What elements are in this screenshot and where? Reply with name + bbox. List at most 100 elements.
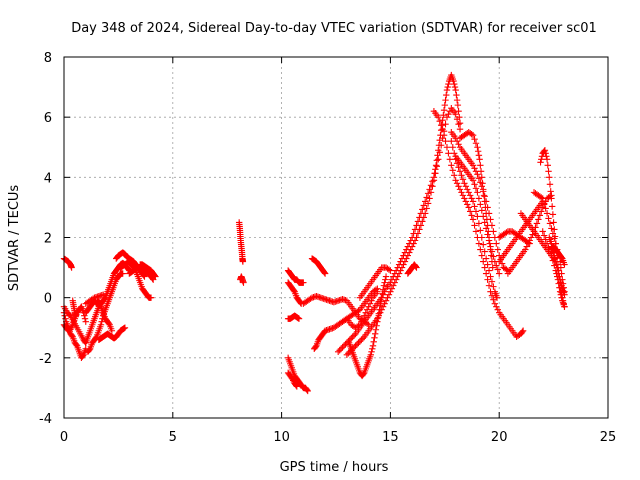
data-point xyxy=(553,261,560,268)
data-point xyxy=(538,194,545,201)
data-point xyxy=(480,186,487,193)
data-point xyxy=(433,157,441,164)
data-point xyxy=(321,270,329,277)
data-point xyxy=(519,327,527,334)
data-point xyxy=(462,198,470,205)
data-point xyxy=(489,264,496,271)
data-point xyxy=(427,189,435,196)
data-point xyxy=(539,204,546,211)
data-point xyxy=(82,318,89,325)
data-point xyxy=(449,167,456,174)
data-point xyxy=(352,342,359,349)
data-point xyxy=(414,230,422,237)
series-t8a xyxy=(235,219,247,265)
data-point xyxy=(99,291,107,298)
data-point xyxy=(494,266,501,273)
data-point xyxy=(451,172,458,179)
data-point xyxy=(416,226,423,233)
data-point xyxy=(451,150,458,157)
series-t22b xyxy=(539,228,568,310)
data-point xyxy=(546,174,553,181)
data-point xyxy=(439,126,446,133)
data-point xyxy=(391,279,398,286)
data-point xyxy=(381,279,388,286)
data-point xyxy=(385,266,393,273)
series-t16a xyxy=(404,261,420,277)
data-point xyxy=(459,176,467,183)
data-point xyxy=(443,86,451,94)
data-point xyxy=(478,252,485,259)
data-point xyxy=(68,332,76,339)
data-point xyxy=(370,338,377,345)
data-point xyxy=(451,80,458,88)
data-point xyxy=(86,346,93,354)
data-point xyxy=(343,351,351,359)
data-point xyxy=(488,258,496,265)
data-point xyxy=(549,211,557,218)
data-point xyxy=(551,226,558,233)
x-tick-label: 25 xyxy=(600,430,617,445)
data-point xyxy=(446,156,454,163)
data-point xyxy=(398,264,406,271)
data-point xyxy=(557,279,565,286)
data-point xyxy=(443,113,451,121)
data-point xyxy=(493,262,500,269)
data-point xyxy=(481,248,488,255)
data-point xyxy=(377,309,384,316)
data-point xyxy=(484,276,491,283)
data-point xyxy=(544,162,551,169)
data-point xyxy=(548,243,556,250)
data-point xyxy=(385,291,393,298)
data-point xyxy=(73,341,80,348)
data-point xyxy=(89,295,97,302)
data-point xyxy=(439,116,446,124)
data-point xyxy=(379,286,387,293)
data-point xyxy=(440,106,448,114)
data-point xyxy=(491,300,499,307)
data-point xyxy=(548,225,555,232)
data-point xyxy=(358,318,365,325)
data-point xyxy=(487,246,494,253)
axis-ticks: 0 5 10 15 20 25 -4 -2 0 2 4 6 8 xyxy=(39,51,616,445)
series-t10e xyxy=(284,312,303,322)
data-point xyxy=(140,272,147,279)
data-point xyxy=(420,214,427,221)
series-t10b xyxy=(284,369,301,390)
data-point xyxy=(374,314,382,321)
chart-title: Day 348 of 2024, Sidereal Day-to-day VTE… xyxy=(71,21,597,36)
data-point xyxy=(381,300,388,307)
data-point xyxy=(401,258,409,265)
data-point xyxy=(289,375,296,383)
y-axis-title: SDTVAR / TECUs xyxy=(7,185,22,292)
data-point xyxy=(535,216,542,223)
data-point xyxy=(493,240,500,247)
data-point xyxy=(432,170,439,177)
data-point xyxy=(490,296,497,303)
data-point xyxy=(369,345,376,353)
data-point xyxy=(342,316,349,323)
data-point xyxy=(345,338,352,345)
data-point xyxy=(413,264,420,271)
data-point xyxy=(477,168,485,175)
data-point xyxy=(556,273,563,280)
data-point xyxy=(452,177,459,184)
data-point xyxy=(355,339,362,346)
data-point xyxy=(406,249,413,256)
data-point xyxy=(482,255,490,262)
data-point xyxy=(411,237,419,244)
series-t0e xyxy=(69,297,80,319)
data-point xyxy=(519,328,526,335)
data-point xyxy=(98,318,105,325)
data-point xyxy=(468,131,475,138)
data-point xyxy=(366,300,374,307)
data-point xyxy=(380,282,388,289)
data-point xyxy=(68,324,75,331)
data-point xyxy=(307,295,314,302)
data-point xyxy=(485,234,493,241)
data-point xyxy=(465,204,472,211)
data-point xyxy=(479,180,486,187)
data-point xyxy=(458,189,465,196)
y-tick-label: 6 xyxy=(44,111,52,126)
data-point xyxy=(408,243,416,250)
